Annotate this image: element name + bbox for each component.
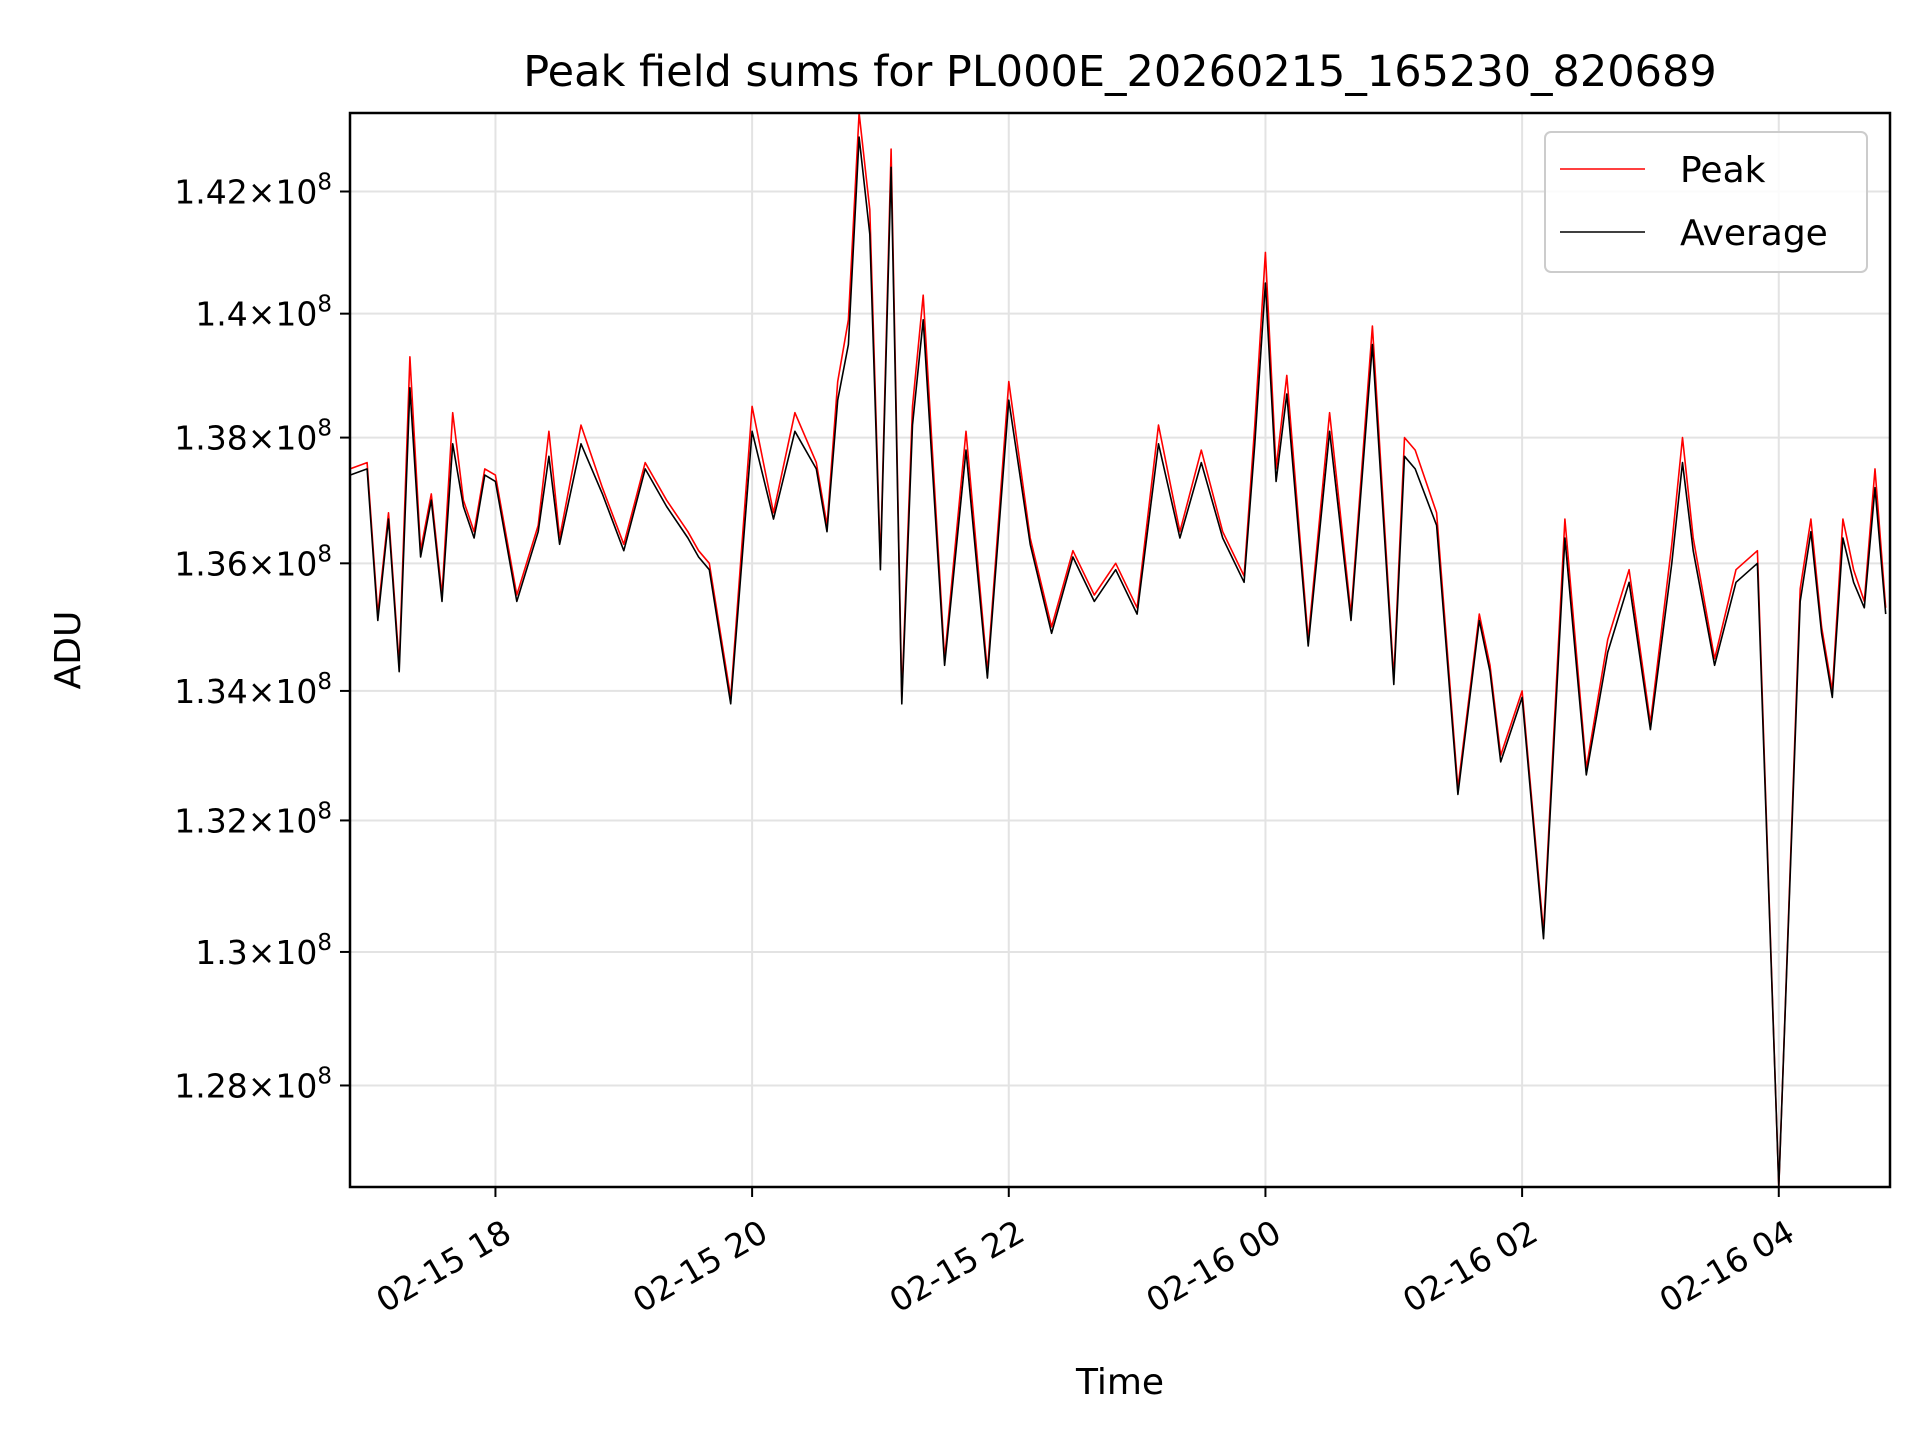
y-tick-mantissa: 1.32 [174, 801, 247, 840]
series-line-peak [349, 112, 1887, 1188]
legend-label-peak: Peak [1680, 150, 1766, 191]
y-tick-mantissa: 1.34 [174, 672, 247, 711]
y-tick-exponent: 8 [317, 541, 332, 567]
y-tick-label: 1.34×108 [174, 669, 332, 711]
y-axis-ticks: 1.28×1081.3×1081.32×1081.34×1081.36×1081… [174, 169, 350, 1105]
axes-frame [348, 111, 1892, 1189]
y-tick-exponent: 8 [317, 798, 332, 824]
y-tick-exponent: 8 [317, 669, 332, 695]
y-tick-exponent: 8 [317, 169, 332, 195]
legend-box [1544, 131, 1868, 273]
y-tick-label: 1.38×108 [174, 416, 332, 458]
series-lines [349, 112, 1887, 1188]
y-tick-label: 1.3×108 [195, 930, 332, 972]
legend: Peak Average [1544, 131, 1868, 273]
y-tick-mantissa: 1.4 [195, 295, 247, 334]
y-tick-label: 1.4×108 [195, 292, 332, 334]
y-tick-label: 1.42×108 [174, 169, 332, 211]
grid [350, 113, 1890, 1187]
y-tick-exponent: 8 [317, 1063, 332, 1089]
legend-label-average: Average [1680, 213, 1828, 254]
y-axis-label: ADU [48, 611, 89, 690]
y-tick-mantissa: 1.3 [195, 933, 247, 972]
y-tick-exponent: 8 [317, 930, 332, 956]
x-axis-label: Time [1075, 1362, 1164, 1403]
y-tick-label: 1.28×108 [174, 1063, 332, 1105]
y-tick-mantissa: 1.36 [174, 544, 247, 583]
series-line-average [349, 136, 1887, 1188]
y-tick-mantissa: 1.28 [174, 1066, 247, 1105]
y-tick-label: 1.36×108 [174, 541, 332, 583]
y-tick-label: 1.32×108 [174, 798, 332, 840]
chart-title: Peak field sums for PL000E_20260215_1652… [523, 47, 1716, 97]
y-tick-mantissa: 1.38 [174, 419, 247, 458]
y-tick-mantissa: 1.42 [174, 172, 247, 211]
y-tick-exponent: 8 [317, 416, 332, 442]
y-tick-exponent: 8 [317, 292, 332, 318]
